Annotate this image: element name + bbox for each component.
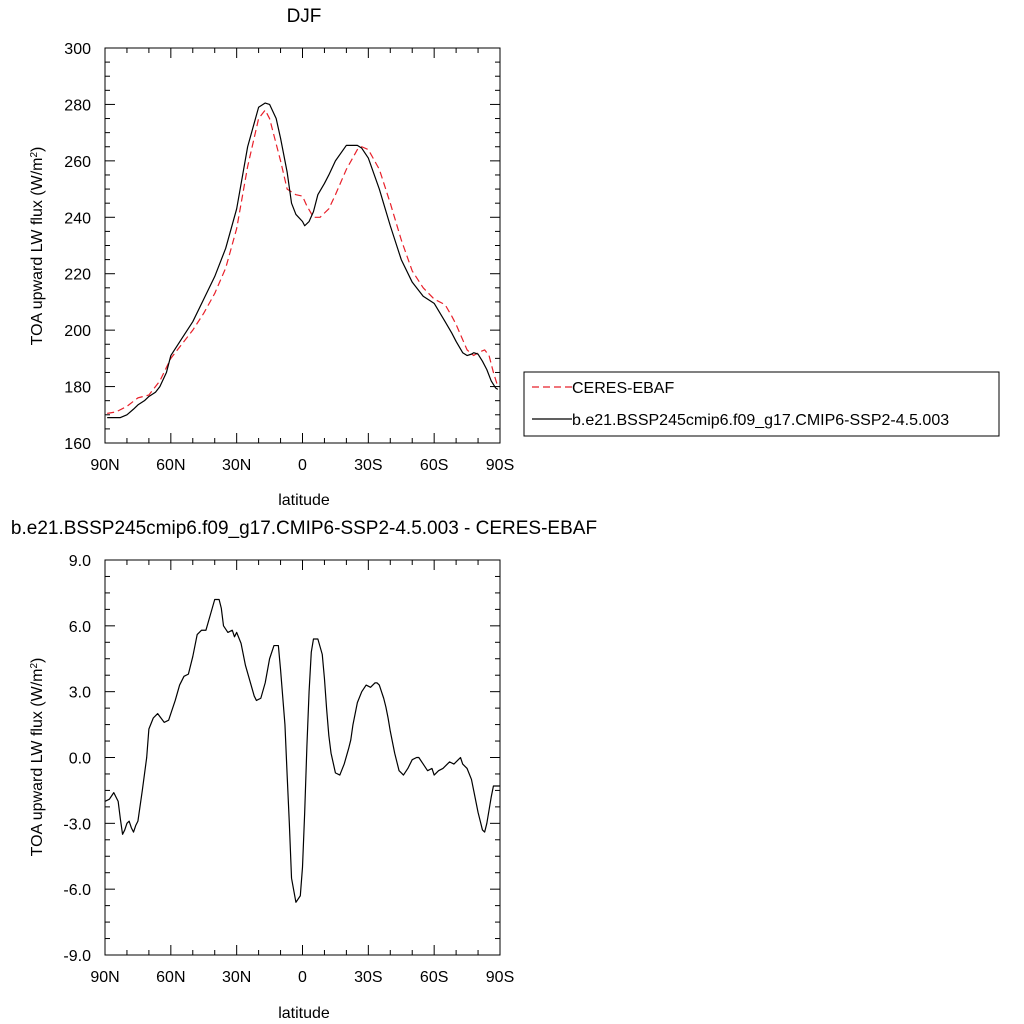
top-x-tick-label: 30N <box>222 457 251 474</box>
bottom-y-tick-label: 0.0 <box>69 751 91 768</box>
bottom-x-axis-title: latitude <box>278 1005 330 1022</box>
bottom-chart-panel: b.e21.BSSP245cmip6.f09_g17.CMIP6-SSP2-4.… <box>11 518 597 1022</box>
top-x-tick-label: 30S <box>354 457 382 474</box>
bottom-x-tick-label: 30S <box>354 969 382 986</box>
bottom-y-tick-label: 6.0 <box>69 619 91 636</box>
bottom-x-tick-label: 90S <box>486 969 514 986</box>
bottom-x-tick-label: 0 <box>298 969 307 986</box>
top-y-tick-label: 220 <box>64 267 91 284</box>
bottom-y-tick-label: 9.0 <box>69 553 91 570</box>
bottom-x-tick-label: 60N <box>156 969 185 986</box>
top-x-tick-label: 0 <box>298 457 307 474</box>
bottom-x-tick-label: 60S <box>420 969 448 986</box>
top-y-tick-label: 180 <box>64 380 91 397</box>
bottom-chart-series <box>104 598 500 903</box>
bottom-plot-frame <box>104 559 501 956</box>
top-y-tick-label: 240 <box>64 210 91 227</box>
top-x-axis-title: latitude <box>278 492 330 509</box>
top-x-tick-label: 60N <box>156 457 185 474</box>
top-series-line-0 <box>107 109 499 414</box>
top-y-axis-title: TOA upward LW flux (W/m2) <box>29 147 47 346</box>
top-x-tick-label: 90N <box>90 457 119 474</box>
bottom-y-tick-label: -9.0 <box>63 948 91 965</box>
top-y-tick-label: 300 <box>64 41 91 58</box>
top-series-line-1 <box>107 102 499 419</box>
bottom-y-tick-label: -6.0 <box>63 882 91 899</box>
top-chart-series <box>107 102 499 419</box>
legend-box <box>523 371 1000 437</box>
top-x-tick-label: 60S <box>420 457 448 474</box>
top-chart-panel: DJF 90N 60N 30N 0 30S 60S 90S 160 180 200 220 240 26… <box>29 6 1000 509</box>
bottom-chart-title: b.e21.BSSP245cmip6.f09_g17.CMIP6-SSP2-4.… <box>11 518 597 539</box>
top-plot-frame <box>104 47 501 444</box>
legend-label-ceres: CERES-EBAF <box>572 380 674 397</box>
top-y-tick-label: 260 <box>64 154 91 171</box>
bottom-x-tick-label: 30N <box>222 969 251 986</box>
top-chart-title: DJF <box>287 6 322 27</box>
bottom-y-tick-label: -3.0 <box>63 816 91 833</box>
bottom-series-line-0 <box>104 598 500 903</box>
bottom-y-tick-label: 3.0 <box>69 685 91 702</box>
bottom-y-axis-title: TOA upward LW flux (W/m2) <box>29 658 47 857</box>
legend: CERES-EBAF b.e21.BSSP245cmip6.f09_g17.CM… <box>523 371 1000 437</box>
bottom-x-tick-label: 90N <box>90 969 119 986</box>
top-y-tick-label: 280 <box>64 97 91 114</box>
legend-label-model: b.e21.BSSP245cmip6.f09_g17.CMIP6-SSP2-4.… <box>572 412 949 429</box>
top-y-tick-label: 160 <box>64 436 91 453</box>
bottom-chart-ticks: 90N 60N 30N 0 30S 60S 90S -9.0 -6.0 -3.0 0.0 3.0 6.0… <box>63 553 514 986</box>
top-x-tick-label: 90S <box>486 457 514 474</box>
top-y-tick-label: 200 <box>64 323 91 340</box>
